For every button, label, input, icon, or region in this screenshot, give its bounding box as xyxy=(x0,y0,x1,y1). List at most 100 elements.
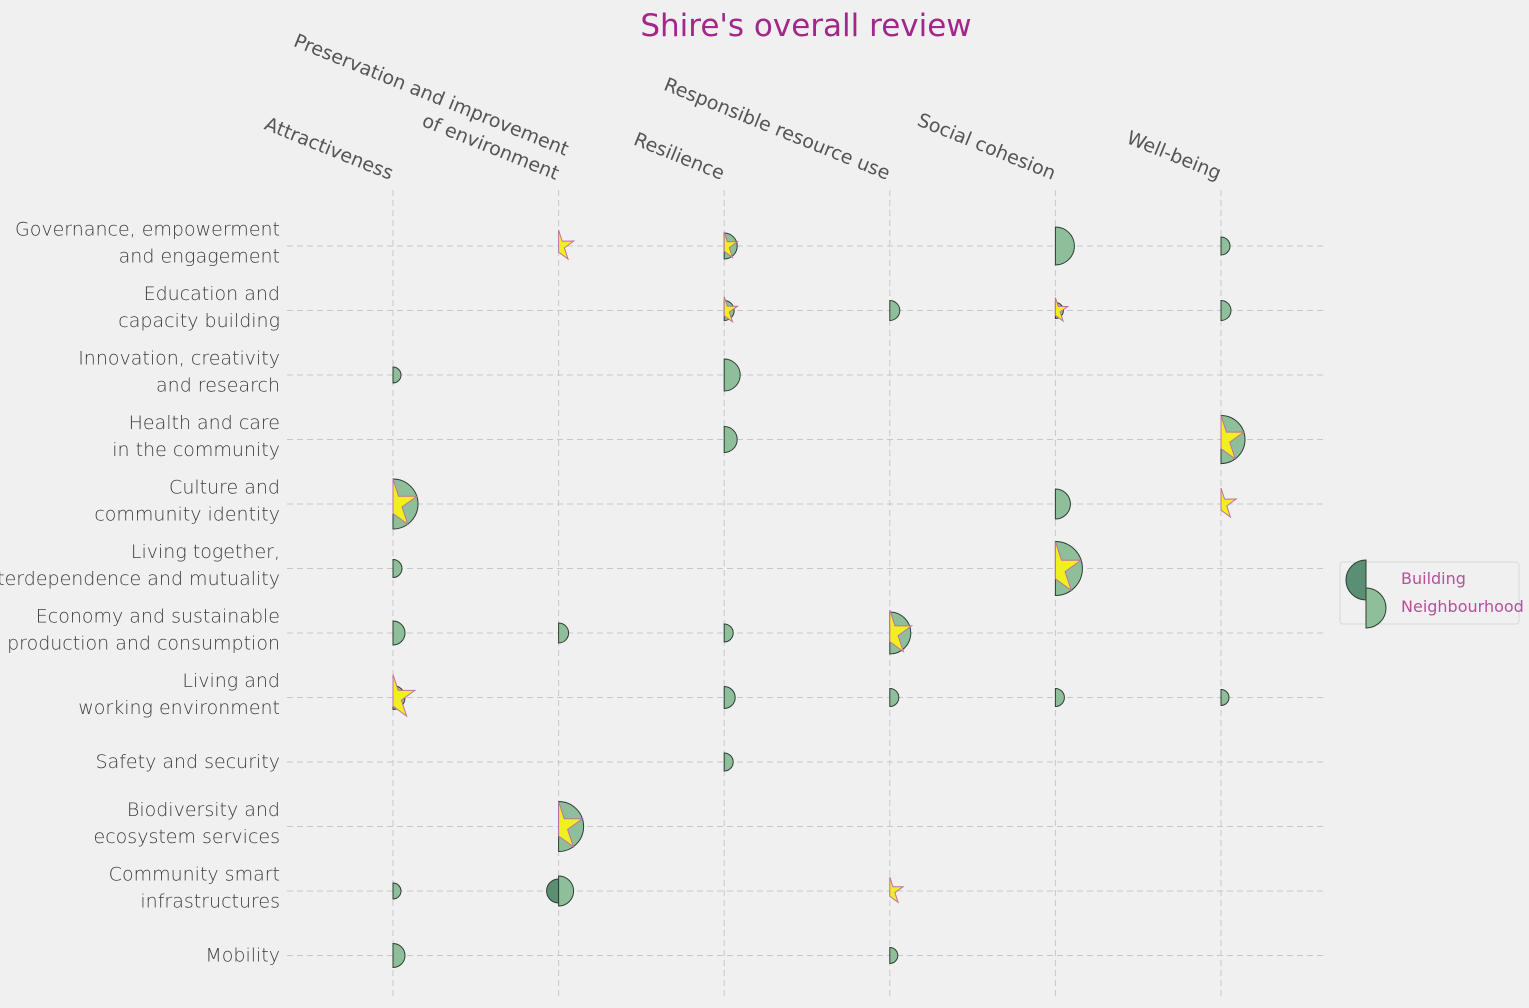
data-point xyxy=(392,882,402,900)
neighbourhood-half-marker xyxy=(392,558,403,579)
neighbourhood-half-marker xyxy=(723,752,734,772)
row-label-line: Living and xyxy=(182,670,280,692)
column-label-line: Resilience xyxy=(631,128,728,184)
data-point xyxy=(392,558,403,579)
neighbourhood-half-marker xyxy=(1054,226,1075,266)
row-label-line: Culture and xyxy=(169,477,280,499)
column-label: Attractiveness xyxy=(261,113,396,185)
neighbourhood-half-marker xyxy=(1220,688,1230,707)
data-point xyxy=(1054,540,1083,597)
data-point xyxy=(392,620,406,646)
column-label-line: Attractiveness xyxy=(261,113,396,185)
row-label-line: Economy and sustainable xyxy=(36,606,280,628)
neighbourhood-half-marker xyxy=(558,622,570,644)
legend-neighbourhood-marker xyxy=(1365,587,1387,629)
star-marker xyxy=(723,231,740,259)
data-point xyxy=(889,299,901,322)
data-point xyxy=(1220,236,1231,256)
row-labels: Governance, empowerment and engagement Edu… xyxy=(0,219,280,967)
neighbourhood-half-marker xyxy=(1220,299,1232,322)
data-point xyxy=(723,752,734,772)
row-label-line: working environment xyxy=(78,697,280,719)
star-marker xyxy=(558,801,584,849)
neighbourhood-half-marker xyxy=(558,875,575,907)
row-label-line: Biodiversity and xyxy=(127,799,280,821)
star-marker xyxy=(558,229,576,261)
data-point xyxy=(723,296,740,324)
data-point xyxy=(723,425,738,454)
row-label-line: Health and care xyxy=(129,412,280,434)
data-point xyxy=(1220,688,1230,707)
row-label-line: infrastructures xyxy=(140,891,280,913)
neighbourhood-half-marker xyxy=(1054,488,1071,520)
star-marker xyxy=(1220,487,1238,519)
neighbourhood-half-marker xyxy=(723,685,736,710)
legend: Building Neighbourhood xyxy=(1339,559,1524,629)
neighbourhood-half-marker xyxy=(392,620,406,646)
data-point xyxy=(723,623,734,643)
data-point xyxy=(392,478,419,530)
column-label-line: Well-being xyxy=(1123,127,1224,185)
row-label-line: in the community xyxy=(112,439,280,461)
row-label-line: and research xyxy=(156,375,280,397)
neighbourhood-half-marker xyxy=(889,946,899,965)
neighbourhood-half-marker xyxy=(723,358,741,392)
row-label-line: Governance, empowerment xyxy=(15,219,280,241)
data-point xyxy=(723,358,741,392)
data-point xyxy=(558,622,570,644)
star-marker xyxy=(889,609,914,653)
legend-neighbourhood-label: Neighbourhood xyxy=(1401,597,1524,616)
row-label-line: Education and xyxy=(144,283,280,305)
column-label: Social cohesion xyxy=(914,109,1059,184)
row-label-line: community identity xyxy=(94,504,280,526)
neighbourhood-half-marker xyxy=(723,623,734,643)
star-marker xyxy=(392,674,417,718)
neighbourhood-half-marker xyxy=(392,882,402,900)
star-marker xyxy=(1054,541,1083,592)
data-point xyxy=(392,366,402,384)
row-label-line: interdependence and mutuality xyxy=(0,568,280,590)
data-point xyxy=(1220,299,1232,322)
data-point xyxy=(1054,226,1075,266)
column-label: Well-being xyxy=(1123,127,1224,185)
row-label-line: Safety and security xyxy=(96,751,280,773)
star-marker xyxy=(1054,297,1070,323)
data-point xyxy=(558,229,576,261)
data-point xyxy=(392,674,417,718)
row-label-line: Mobility xyxy=(205,945,280,967)
data-point xyxy=(889,876,905,904)
neighbourhood-half-marker xyxy=(723,425,738,454)
legend-building-label: Building xyxy=(1401,569,1466,588)
neighbourhood-half-marker xyxy=(889,299,901,322)
column-label-line: Social cohesion xyxy=(914,109,1059,184)
data-point xyxy=(889,609,914,655)
row-label-line: Innovation, creativity xyxy=(78,348,280,370)
chart-title: Shire's overall review xyxy=(640,8,971,44)
data-point xyxy=(723,231,740,260)
neighbourhood-half-marker xyxy=(392,366,402,384)
row-label-line: capacity building xyxy=(118,310,280,332)
data-point xyxy=(546,875,575,907)
row-label-line: Living together, xyxy=(131,541,280,563)
markers xyxy=(392,226,1246,969)
legend-building-marker xyxy=(1345,559,1367,601)
data-point xyxy=(1054,687,1065,708)
building-half-marker xyxy=(546,878,560,904)
column-label: Resilience xyxy=(631,128,728,184)
neighbourhood-half-marker xyxy=(889,687,900,708)
data-point xyxy=(392,942,406,969)
data-point xyxy=(558,800,585,853)
data-point xyxy=(889,687,900,708)
row-label-line: Community smart xyxy=(109,864,280,886)
row-label-line: and engagement xyxy=(119,246,280,268)
neighbourhood-half-marker xyxy=(392,942,406,969)
star-marker xyxy=(392,478,419,526)
data-point xyxy=(889,946,899,965)
data-point xyxy=(1220,414,1246,465)
row-label-line: ecosystem services xyxy=(94,826,280,848)
neighbourhood-half-marker xyxy=(1054,687,1065,708)
data-point xyxy=(1220,487,1238,519)
